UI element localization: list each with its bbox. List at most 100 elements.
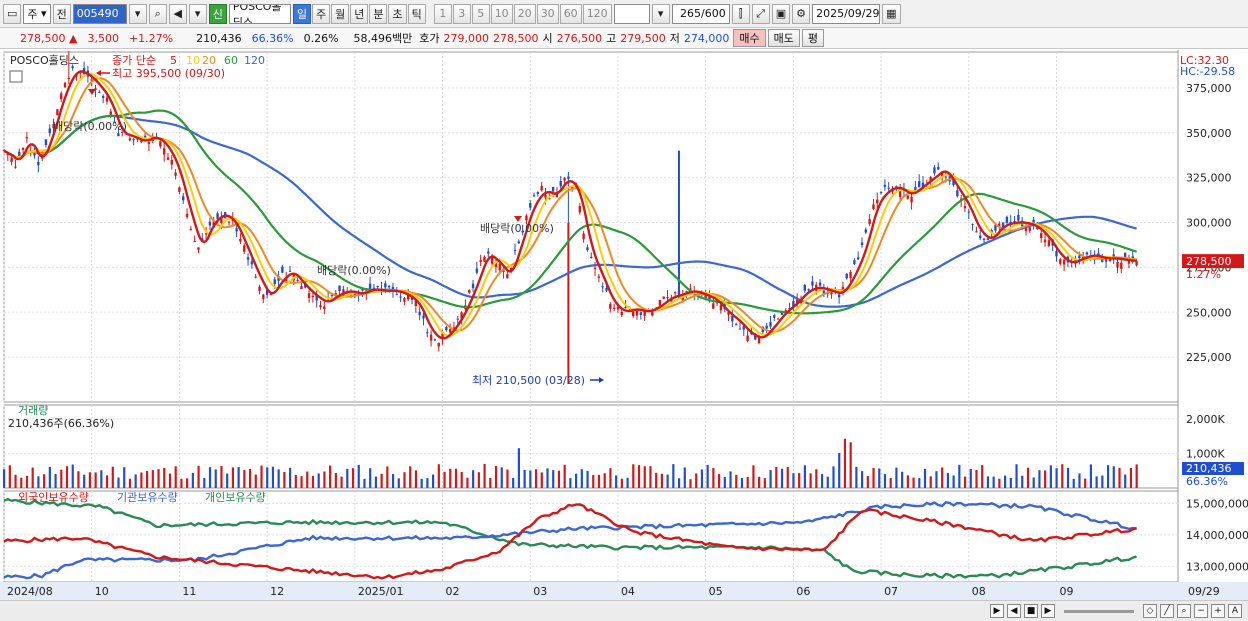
crosshair-icon[interactable]: ⤢	[751, 3, 770, 24]
hold-ytick-0: 15,000,000	[1186, 498, 1248, 511]
period-tab-4[interactable]: 분	[369, 3, 388, 24]
candle-body	[1032, 219, 1035, 223]
eval-button[interactable]: 평	[801, 29, 825, 47]
period-tab-1[interactable]: 주	[311, 3, 331, 24]
candle-icon[interactable]: ⫿	[731, 3, 750, 24]
candle-body	[113, 121, 116, 123]
xtick-4: 2025/01	[358, 585, 404, 598]
candle-body	[860, 242, 864, 246]
volume-bar	[700, 469, 704, 488]
volume-bar	[803, 465, 806, 488]
chart-area[interactable]: 2024/08 10 11 12 2025/01 02 03 04 05 06 07 08 09 09/2…	[0, 50, 1248, 600]
interval-tab-5[interactable]: 30	[536, 3, 559, 24]
period-tab-6[interactable]: 틱	[407, 3, 426, 24]
volume-bar	[718, 474, 721, 488]
rewind-icon[interactable]: ◀	[1007, 604, 1021, 618]
chevron-down-icon[interactable]: ▾	[128, 3, 147, 24]
candle-body	[319, 305, 322, 308]
stock-name: POSCO홀딩스	[228, 3, 291, 24]
interval-tab-6[interactable]: 60	[559, 3, 582, 24]
candle-body	[1116, 262, 1119, 268]
line-tool-icon[interactable]: ╱	[1160, 604, 1174, 618]
interval-tab-1[interactable]: 3	[452, 3, 471, 24]
interval-tab-0[interactable]: 1	[433, 3, 452, 24]
interval-input[interactable]	[613, 3, 650, 24]
save-icon[interactable]: ▣	[771, 3, 791, 24]
hold-legend-0: 외국인보유수량	[18, 491, 89, 504]
chevron-down-icon[interactable]: ▾	[651, 3, 670, 24]
interval-tab-2[interactable]: 5	[471, 3, 490, 24]
layout-icon[interactable]: ▭	[3, 3, 22, 24]
candle-body	[1135, 261, 1138, 266]
hold-legend-1: 기관보유수량	[117, 491, 178, 504]
candle-body	[822, 290, 826, 294]
volume-bar	[128, 478, 132, 488]
forward-icon[interactable]: ▶	[1041, 604, 1055, 618]
code-input[interactable]: 005490	[72, 3, 127, 24]
candle-body	[792, 301, 795, 307]
volume-bar	[1015, 464, 1018, 488]
candle-body	[1024, 225, 1028, 232]
volume-bar	[1135, 464, 1138, 488]
candle-body	[403, 298, 406, 302]
search-icon[interactable]: ⌕	[148, 3, 167, 24]
scroll-slider[interactable]	[1064, 609, 1134, 613]
tool-icon[interactable]: ◇	[1143, 604, 1157, 618]
candle-body	[262, 294, 265, 299]
volume-bar	[769, 470, 772, 488]
chart-svg[interactable]: 2024/08 10 11 12 2025/01 02 03 04 05 06 07 08 09 09/2…	[0, 50, 1248, 600]
speaker-icon[interactable]: ◀	[168, 3, 187, 24]
period-tab-3[interactable]: 년	[350, 3, 369, 24]
volume-bar	[317, 473, 320, 488]
volume-bar	[912, 477, 915, 488]
volume-bar	[540, 472, 543, 488]
period-tab-2[interactable]: 월	[331, 3, 350, 24]
candle-body	[567, 176, 570, 179]
date-input[interactable]: 2025/09/29	[812, 3, 881, 24]
period-tab-5[interactable]: 초	[388, 3, 407, 24]
candle-body	[868, 219, 871, 224]
candle-body	[1017, 214, 1020, 221]
plus-icon[interactable]: +	[1211, 604, 1225, 618]
candle-body	[883, 184, 887, 187]
sell-button[interactable]: 매도	[767, 29, 800, 47]
bid2: 278,500	[493, 31, 539, 45]
candle-body	[521, 231, 524, 233]
gear-icon[interactable]: ⚙	[792, 3, 811, 24]
stop-icon[interactable]: ■	[1024, 604, 1038, 618]
zoom-icon[interactable]: ⌕	[1177, 604, 1191, 618]
candle-body	[998, 223, 1001, 228]
calendar-icon[interactable]: ▦	[882, 3, 901, 24]
count-field[interactable]: 265/600	[671, 3, 730, 24]
minus-icon[interactable]: −	[1194, 604, 1208, 618]
interval-tab-7[interactable]: 120	[582, 3, 612, 24]
interval-tab-3[interactable]: 10	[490, 3, 513, 24]
mode-select[interactable]: 주 ▾	[23, 3, 51, 24]
ytick-5: 250,000	[1186, 306, 1232, 319]
candle-body	[185, 213, 189, 217]
candle-body	[513, 250, 517, 252]
volume-bar	[283, 471, 286, 488]
candle-body	[952, 179, 955, 186]
play-icon[interactable]: ▶	[990, 604, 1004, 618]
annot-div-3: 배당락(0.00%)	[480, 222, 554, 235]
volume-bar	[191, 473, 194, 488]
volume-bar	[506, 469, 509, 488]
period-tab-0[interactable]: 일	[292, 3, 311, 24]
volume-bar	[420, 478, 423, 488]
buy-button[interactable]: 매수	[733, 29, 766, 47]
xtick-1: 10	[95, 585, 109, 598]
candle-body	[994, 224, 997, 231]
volume-bar	[1038, 470, 1041, 488]
candle-body	[963, 206, 967, 209]
dropdown-icon[interactable]: ▾	[188, 3, 207, 24]
volume-bar	[569, 478, 572, 488]
interval-tab-4[interactable]: 20	[513, 3, 536, 24]
candle-body	[681, 296, 684, 301]
candle-body	[944, 176, 948, 178]
prev-button[interactable]: 전	[52, 3, 71, 24]
candle-body	[399, 296, 402, 298]
candle-body	[132, 139, 135, 141]
volume-bar	[397, 478, 400, 488]
font-icon[interactable]: A	[1228, 604, 1242, 618]
